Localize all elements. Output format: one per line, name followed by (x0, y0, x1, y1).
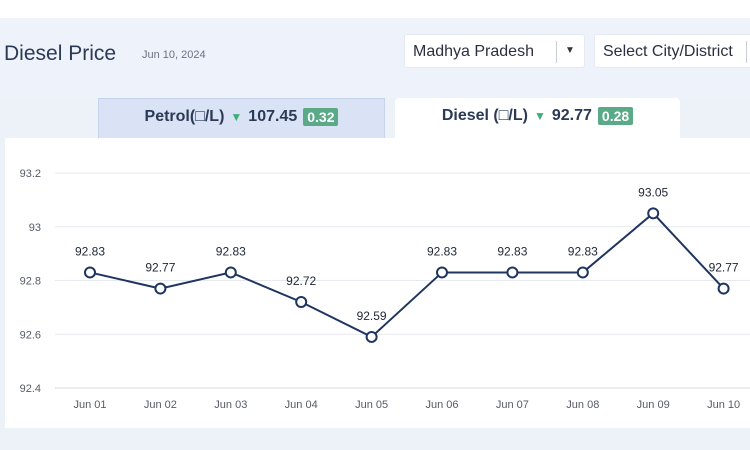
data-point (224, 266, 237, 279)
change-badge: 0.32 (303, 108, 339, 126)
data-point (295, 296, 308, 308)
city-select[interactable]: Select City/District (594, 34, 750, 68)
y-tick-label: 93 (29, 222, 41, 234)
series-line (89, 211, 725, 339)
data-label: 92.83 (497, 244, 527, 258)
x-tick-label: Jun 07 (496, 399, 529, 411)
data-label: 92.83 (216, 244, 246, 258)
tab-value: 107.45 (248, 108, 298, 125)
data-label: 92.72 (286, 274, 316, 288)
data-point (365, 330, 378, 343)
data-label: 92.77 (145, 261, 175, 275)
y-tick-label: 92.8 (20, 276, 41, 288)
triangle-down-icon: ▼ (230, 110, 243, 124)
tab-label: Petrol(□/L) (144, 108, 225, 125)
data-point (84, 266, 96, 279)
x-tick-label: Jun 08 (566, 399, 599, 411)
change-badge: 0.28 (597, 107, 634, 125)
data-point (154, 282, 167, 295)
x-tick-label: Jun 01 (73, 399, 106, 411)
x-tick-label: Jun 09 (637, 399, 670, 411)
tab-value: 92.77 (551, 107, 592, 124)
x-tick-label: Jun 04 (285, 399, 318, 411)
data-label: 92.77 (709, 261, 739, 275)
data-label: 92.83 (427, 244, 457, 258)
data-point (436, 266, 448, 279)
tab-diesel[interactable]: Diesel (□/L) ▼ 92.77 0.28 (395, 98, 680, 138)
y-tick-label: 92.4 (20, 383, 41, 395)
data-label: 92.59 (357, 309, 387, 323)
data-point (717, 282, 730, 295)
y-tick-label: 93.2 (20, 168, 41, 180)
x-tick-label: Jun 10 (707, 399, 740, 411)
tab-label: Diesel (□/L) (441, 107, 528, 124)
data-label: 93.05 (638, 185, 668, 199)
data-label: 92.83 (75, 244, 105, 258)
x-tick-label: Jun 05 (355, 399, 388, 411)
city-select-value: Select City/District (603, 43, 733, 60)
select-divider (746, 41, 747, 63)
page-bottom (0, 428, 750, 450)
data-point (506, 266, 519, 279)
chart-panel: 92.4 92.6 92.8 93 93.2 Jun 01 Jun 02 Jun 03 Jun … (5, 138, 750, 428)
x-tick-label: Jun 02 (144, 399, 177, 411)
data-label: 92.83 (568, 244, 598, 258)
data-point (576, 266, 589, 279)
x-tick-label: Jun 06 (425, 399, 458, 411)
select-divider (556, 41, 557, 63)
chevron-down-icon[interactable]: ▼ (565, 45, 575, 56)
tab-petrol[interactable]: Petrol(□/L) ▼ 107.45 0.32 (98, 98, 385, 138)
y-tick-label: 92.6 (20, 329, 41, 341)
top-band (0, 0, 750, 18)
line-chart: 92.4 92.6 92.8 93 93.2 Jun 01 Jun 02 Jun 03 Jun … (20, 168, 750, 411)
data-point (647, 207, 660, 220)
x-tick-label: Jun 03 (214, 399, 247, 411)
state-select-value: Madhya Pradesh (413, 43, 534, 60)
page-title: Diesel Price (4, 42, 117, 65)
date-label: Jun 10, 2024 (142, 49, 206, 61)
state-select[interactable]: Madhya Pradesh ▼ (404, 34, 585, 68)
triangle-down-icon: ▼ (533, 109, 546, 123)
